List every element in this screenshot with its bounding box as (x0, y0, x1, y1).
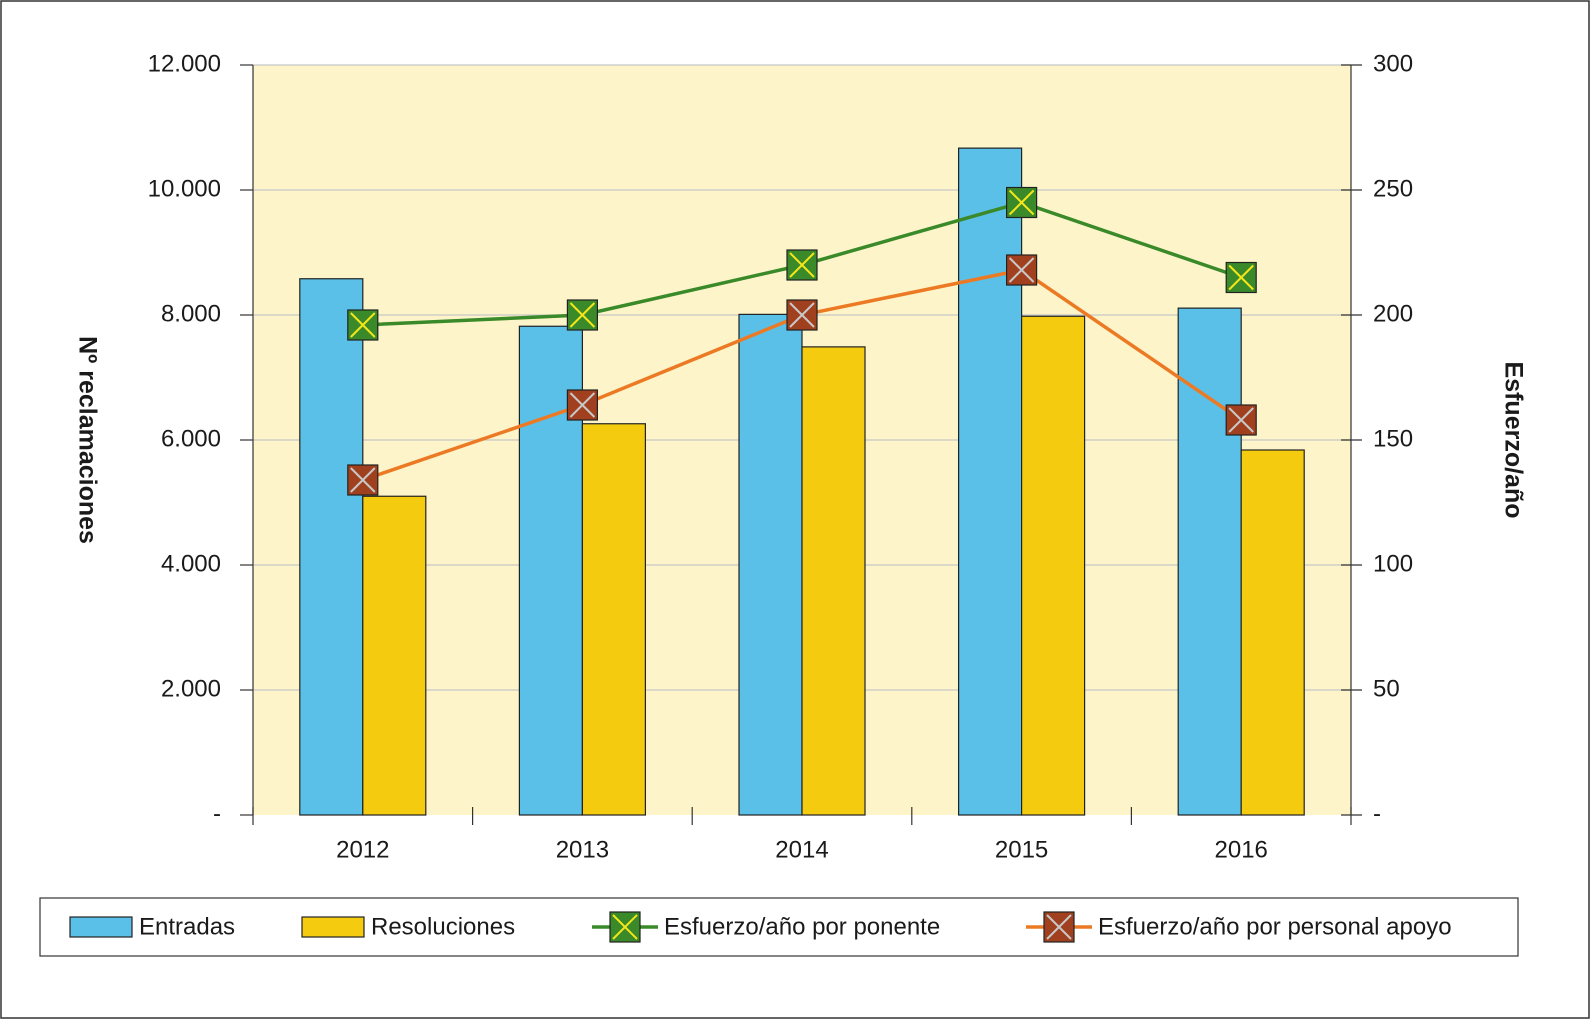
line-marker-cross (350, 467, 376, 493)
y-axis-title: Nº reclamaciones (73, 336, 101, 544)
x-tick-label: 2013 (556, 836, 609, 863)
y2-tick-label: 100 (1373, 550, 1413, 577)
line-marker-cross (1008, 257, 1035, 283)
y-tick-label: 10.000 (148, 175, 221, 202)
bar (362, 495, 427, 816)
y-tick-label: 8.000 (161, 300, 221, 327)
y2-tick-label: - (1373, 800, 1381, 827)
bar (1240, 449, 1305, 816)
line-marker-cross (789, 252, 815, 278)
x-tick-label: 2012 (336, 836, 389, 863)
legend-swatch (69, 916, 133, 938)
line-marker-cross (789, 302, 815, 328)
legend-marker-cross (1046, 914, 1072, 940)
y2-tick-label: 50 (1373, 675, 1400, 702)
bar (581, 423, 647, 816)
x-tick-label: 2014 (775, 836, 828, 863)
line-marker-cross (1228, 264, 1254, 291)
line-marker-cross (569, 302, 596, 328)
line-marker-cross (569, 392, 596, 418)
legend-swatch (301, 916, 365, 938)
x-tick-label: 2016 (1215, 836, 1268, 863)
bar (801, 346, 866, 816)
legend-label: Resoluciones (371, 913, 515, 940)
bar (299, 278, 364, 816)
y-tick-label: - (213, 800, 221, 827)
y2-tick-label: 250 (1373, 175, 1413, 202)
y-tick-label: 2.000 (161, 675, 221, 702)
line-marker-cross (1228, 407, 1254, 433)
legend-marker-cross (612, 914, 638, 940)
bar (738, 313, 803, 816)
bar (957, 147, 1023, 816)
y2-axis-title: Esfuerzo/año (1499, 362, 1527, 519)
line-marker-cross (350, 312, 376, 338)
y2-tick-label: 200 (1373, 300, 1413, 327)
legend-label: Esfuerzo/año por personal apoyo (1098, 913, 1452, 940)
y-tick-label: 6.000 (161, 425, 221, 452)
bar (1020, 315, 1086, 816)
y2-tick-label: 300 (1373, 50, 1413, 77)
x-tick-label: 2015 (995, 836, 1048, 863)
legend-label: Entradas (139, 913, 235, 940)
legend-label: Esfuerzo/año por ponente (664, 913, 940, 940)
y2-tick-label: 150 (1373, 425, 1413, 452)
legend (39, 897, 1519, 957)
bar (1177, 307, 1242, 816)
line-marker-cross (1008, 189, 1035, 216)
y-tick-label: 12.000 (148, 50, 221, 77)
y-tick-label: 4.000 (161, 550, 221, 577)
